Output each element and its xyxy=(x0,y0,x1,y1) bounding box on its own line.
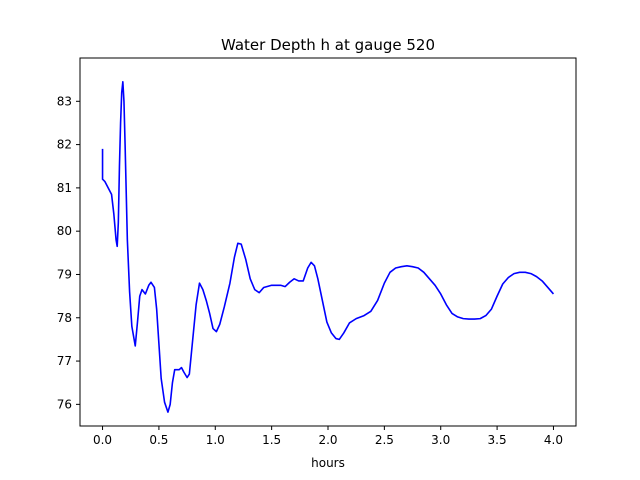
y-tick-label: 77 xyxy=(57,354,72,368)
x-tick-label: 3.0 xyxy=(431,433,450,447)
x-tick-label: 2.5 xyxy=(375,433,394,447)
y-tick-label: 83 xyxy=(57,94,72,108)
chart-title: Water Depth h at gauge 520 xyxy=(221,36,435,54)
x-tick-label: 0.0 xyxy=(93,433,112,447)
x-tick-label: 2.0 xyxy=(318,433,337,447)
y-axis-ticks: 76 77 78 79 80 81 82 83 xyxy=(57,94,80,411)
x-tick-label: 0.5 xyxy=(149,433,168,447)
plot-frame xyxy=(79,57,577,427)
plot-area xyxy=(79,57,577,427)
x-axis-ticks: 0.0 0.5 1.0 1.5 2.0 2.5 3.0 3.5 4.0 xyxy=(93,426,563,447)
y-tick-label: 82 xyxy=(57,138,72,152)
x-axis-label: hours xyxy=(311,456,345,470)
series-line-0 xyxy=(101,81,555,413)
y-tick-label: 78 xyxy=(57,311,72,325)
y-tick-label: 79 xyxy=(57,267,72,281)
x-tick-label: 1.5 xyxy=(262,433,281,447)
y-tick-label: 76 xyxy=(57,397,72,411)
x-tick-label: 4.0 xyxy=(544,433,563,447)
y-tick-label: 80 xyxy=(57,224,72,238)
y-tick-label: 81 xyxy=(57,181,72,195)
x-tick-label: 1.0 xyxy=(206,433,225,447)
x-tick-label: 3.5 xyxy=(488,433,507,447)
